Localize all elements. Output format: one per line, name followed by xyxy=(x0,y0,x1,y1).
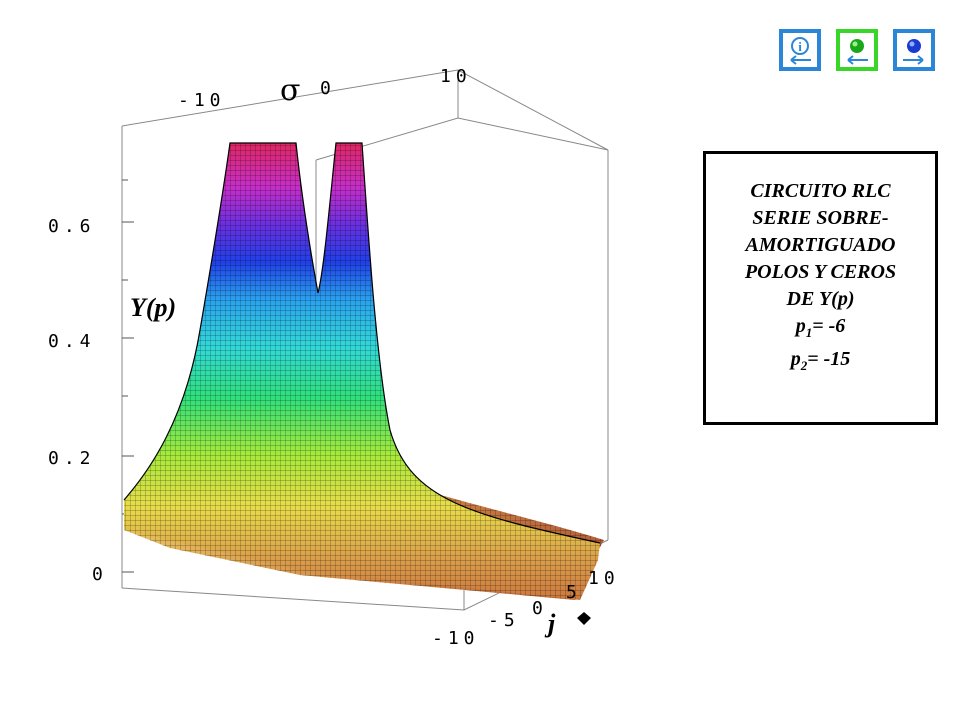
blue-ball-forward-icon xyxy=(903,39,924,65)
info-line-4: POLOS Y CEROS xyxy=(744,261,897,283)
info-box: CIRCUITO RLC SERIE SOBRE- AMORTIGUADO PO… xyxy=(703,151,938,425)
plot-box xyxy=(121,69,609,611)
y-tick-label-2: 0 xyxy=(532,598,548,619)
info-icon: i xyxy=(790,37,811,65)
z-tick-label-1: 0.2 xyxy=(48,448,96,469)
info-line-2: SERIE SOBRE- xyxy=(752,207,889,229)
z-tick-label-3: 0.6 xyxy=(48,216,96,237)
previous-button[interactable] xyxy=(836,29,878,71)
x-tick-label-1: 0 xyxy=(320,78,336,99)
y-tick-label-1: -5 xyxy=(488,610,520,631)
green-ball-back-icon xyxy=(847,39,868,65)
y-tick-label-4: 10 xyxy=(588,568,620,589)
svg-text:i: i xyxy=(798,39,802,54)
x-tick-label-2: 10 xyxy=(440,66,472,87)
surface-mesh xyxy=(124,143,600,600)
next-button[interactable] xyxy=(893,29,935,71)
x-tick-label-0: -10 xyxy=(178,90,226,111)
info-line-1: CIRCUITO RLC xyxy=(750,180,891,202)
surface-label: Y(p) xyxy=(130,293,176,322)
z-tick-label-2: 0.4 xyxy=(48,331,96,352)
info-button[interactable]: i xyxy=(779,29,821,71)
pole-2: p2= -15 xyxy=(790,348,851,373)
y-tick-label-0: -10 xyxy=(432,628,480,649)
info-line-3: AMORTIGUADO xyxy=(745,234,896,256)
sigma-axis-label: σ xyxy=(280,73,300,108)
omega-diamond-icon xyxy=(577,612,591,625)
surface-outline xyxy=(123,142,601,544)
y-tick-label-3: 5 xyxy=(566,582,582,603)
z-axis-ticks xyxy=(122,179,134,573)
info-line-5: DE Y(p) xyxy=(786,288,855,310)
z-tick-label-0: 0 xyxy=(92,564,108,585)
pole-1: p1= -6 xyxy=(795,315,846,340)
